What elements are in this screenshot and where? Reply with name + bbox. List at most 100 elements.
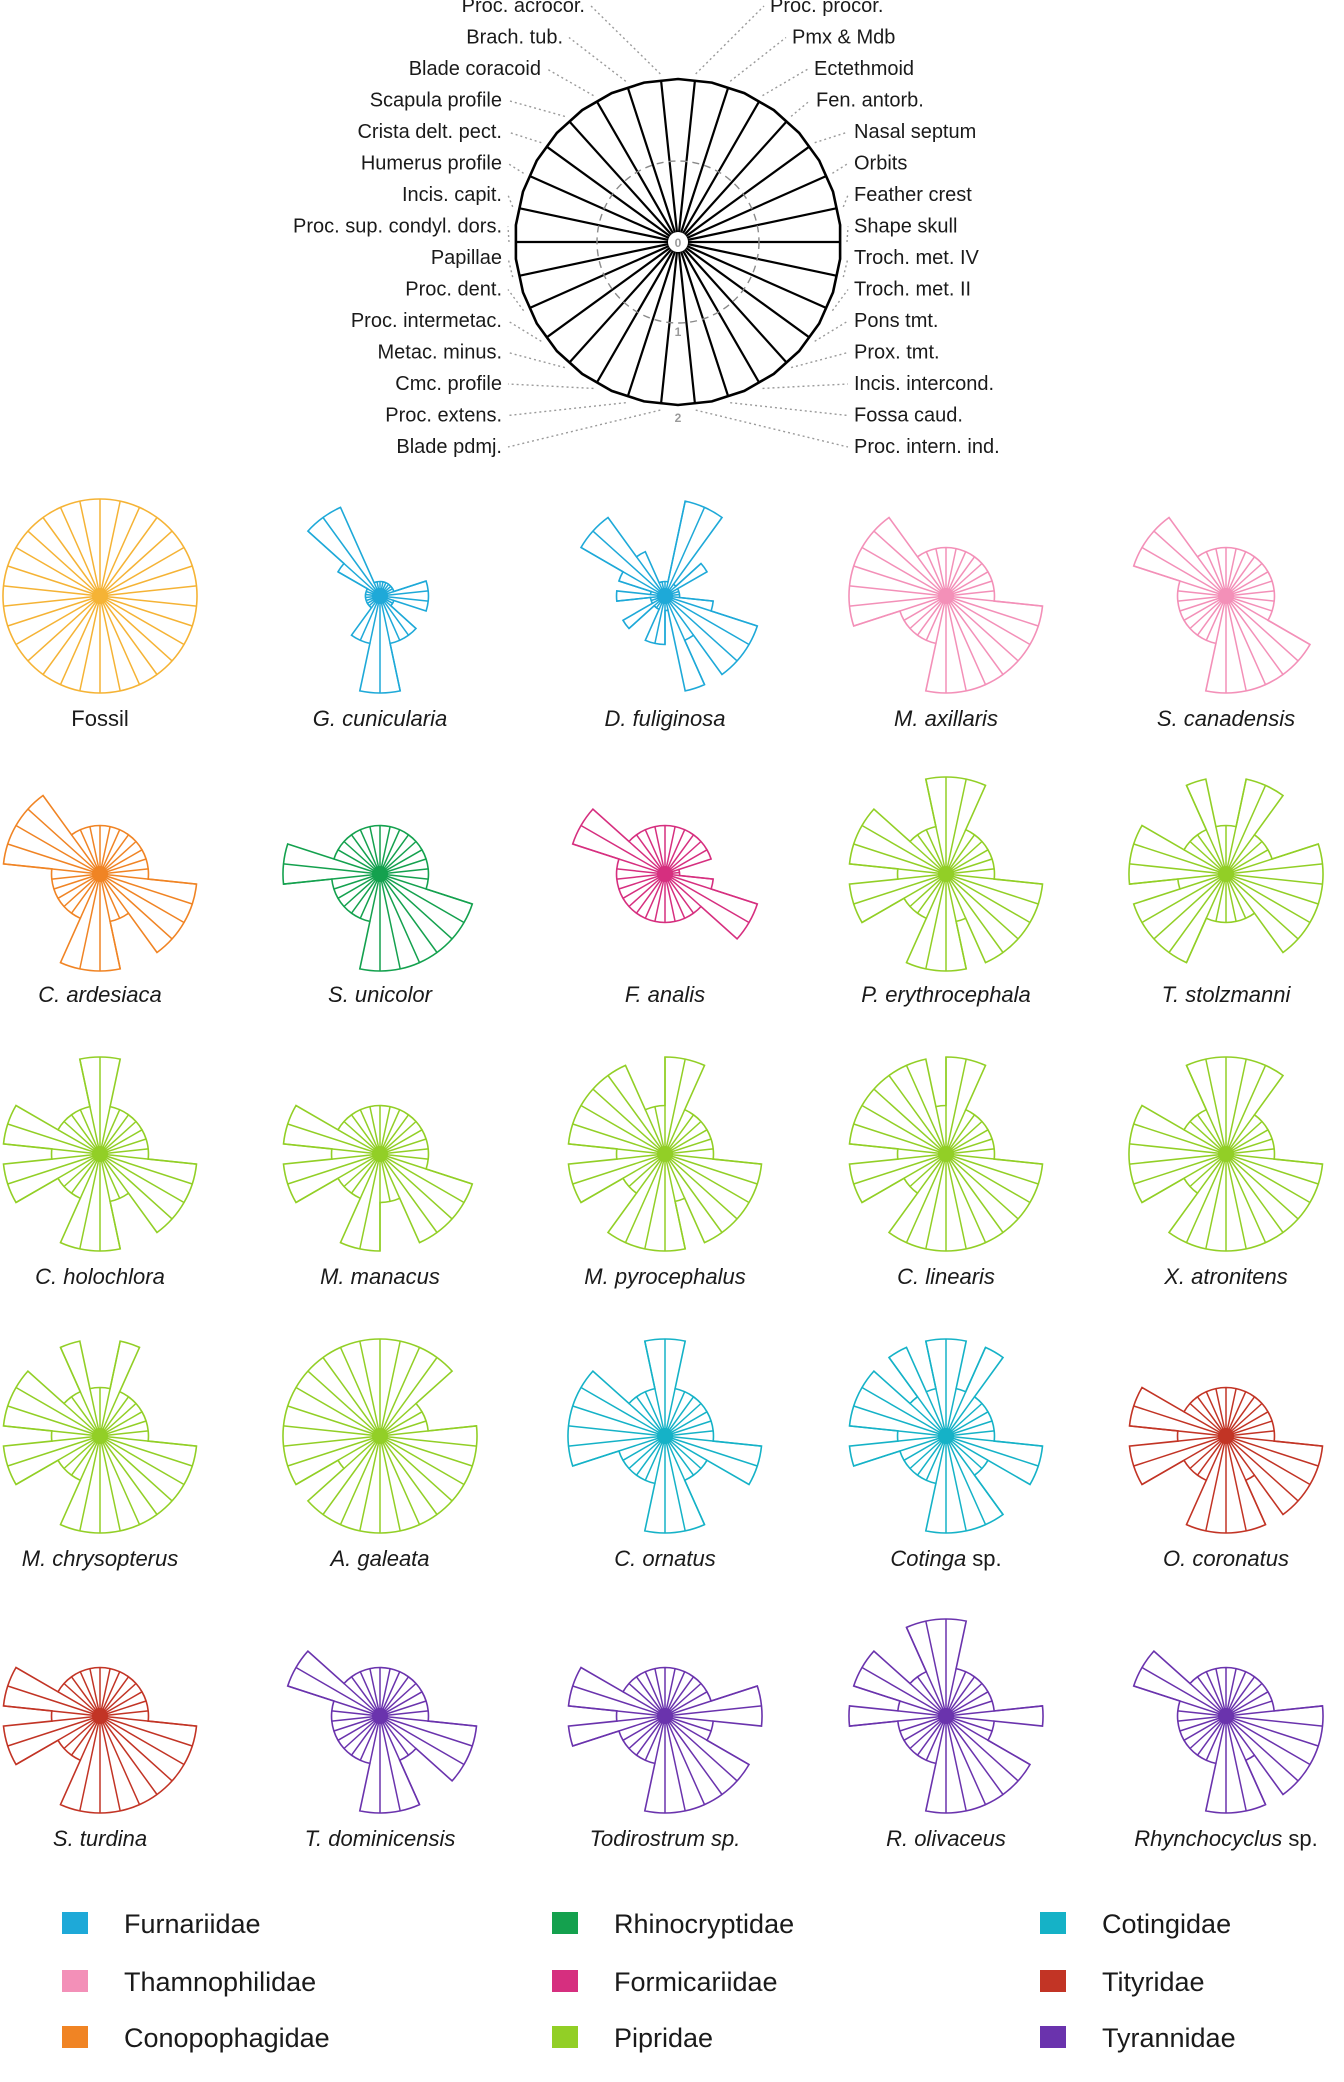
species-spoke: [1225, 1715, 1299, 1782]
species-spoke: [644, 1671, 666, 1717]
species-spoke: [1225, 595, 1284, 675]
species-spoke: [99, 1153, 185, 1204]
species-spoke: [916, 1153, 947, 1194]
species-radar: S. unicolor: [282, 824, 474, 1007]
axis-leader-line: [507, 351, 566, 369]
species-center-dot: [92, 866, 108, 882]
species-radar: M. manacus: [282, 1104, 474, 1289]
species-spoke: [945, 595, 1019, 662]
species-spoke: [664, 1153, 738, 1220]
species-genus: M. manacus: [320, 1264, 440, 1289]
family-legend: Furnariidae Thamnophilidae Conopophagidae R…: [62, 1909, 1236, 2053]
species-spoke: [1179, 873, 1227, 890]
species-spoke: [7, 1715, 101, 1747]
species-spoke: [888, 1075, 947, 1155]
species-spoke: [89, 1388, 101, 1437]
species-label: Todirostrum sp.: [590, 1826, 741, 1851]
species-spoke: [379, 858, 427, 875]
reference-spoke: [545, 241, 679, 339]
axis-label: Troch. met. II: [854, 279, 971, 301]
species-spoke: [379, 1715, 410, 1756]
species-spoke: [1225, 1420, 1273, 1437]
species-spoke: [664, 1420, 712, 1437]
axis-leader-line: [507, 402, 626, 417]
species-genus: M. chrysopterus: [22, 1546, 179, 1571]
species-spoke: [925, 1620, 947, 1717]
species-spoke: [945, 548, 957, 597]
species-spoke: [635, 1396, 666, 1437]
species-spoke: [99, 530, 173, 597]
species-spoke: [70, 1435, 101, 1476]
species-spoke: [369, 1106, 381, 1155]
species-spoke: [945, 1715, 993, 1732]
species-spoke: [1196, 595, 1227, 636]
species-spoke: [99, 1676, 130, 1717]
species-radar: R. olivaceus: [848, 1618, 1044, 1851]
species-center-dot: [1218, 1708, 1234, 1724]
species-spoke: [287, 1123, 381, 1155]
species-spoke: [1225, 873, 1299, 940]
species-spoke: [622, 1715, 666, 1741]
species-center-dot: [1218, 588, 1234, 604]
species-spoke: [379, 1153, 465, 1204]
species-spoke: [99, 1396, 130, 1437]
species-spoke: [897, 1153, 947, 1160]
species-spoke: [664, 1153, 686, 1199]
species-spoke: [1225, 1153, 1299, 1220]
species-spoke: [379, 826, 391, 875]
species-spoke: [945, 1420, 993, 1437]
species-spoke: [580, 1104, 666, 1155]
species-center-dot: [938, 588, 954, 604]
legend-label: Cotingidae: [1102, 1909, 1231, 1939]
species-genus: C. linearis: [897, 1264, 995, 1289]
species-spoke: [664, 873, 686, 919]
species-outline: [1132, 516, 1312, 694]
species-spoke: [945, 1109, 967, 1155]
species-spoke: [295, 1666, 381, 1717]
species-outline: [2, 1056, 198, 1252]
species-spoke: [945, 1138, 993, 1155]
reference-spoke: [677, 120, 788, 243]
species-spoke: [287, 1153, 381, 1185]
species-outline: [2, 1340, 198, 1534]
species-spoke: [379, 1109, 401, 1155]
species-genus: S. unicolor: [328, 982, 434, 1007]
species-spoke: [873, 1088, 947, 1155]
species-outline: [286, 1649, 478, 1814]
species-spoke: [664, 1715, 686, 1812]
species-spoke: [379, 1153, 401, 1199]
species-spoke: [1189, 1435, 1227, 1470]
species-spoke: [1225, 873, 1311, 924]
reference-spoke: [677, 241, 788, 364]
species-label: M. manacus: [320, 1264, 440, 1289]
species-spoke: [1185, 1153, 1227, 1243]
species-spoke: [379, 873, 429, 880]
species-label: C. ornatus: [614, 1546, 716, 1571]
species-spoke: [99, 1120, 137, 1155]
species-spoke: [70, 834, 101, 875]
species-spoke: [945, 1715, 987, 1805]
species-spoke: [945, 858, 993, 875]
species-spoke: [664, 1153, 750, 1204]
species-spoke: [1129, 1143, 1227, 1155]
species-genus: P. erythrocephala: [861, 982, 1031, 1007]
species-spoke: [7, 1123, 101, 1155]
species-spoke: [622, 873, 666, 899]
species-spoke: [295, 1386, 381, 1437]
axis-leader-line: [507, 162, 524, 174]
species-spoke: [339, 1347, 381, 1437]
species-spoke: [1225, 1682, 1263, 1717]
species-spoke: [1225, 1396, 1256, 1437]
species-spoke: [916, 1715, 947, 1756]
reference-spoke: [568, 120, 679, 243]
species-spoke: [664, 1668, 676, 1717]
species-spoke: [925, 1435, 947, 1481]
species-spoke: [99, 546, 185, 597]
species-spoke: [945, 1148, 995, 1155]
species-radar: S. canadensis: [1132, 516, 1312, 731]
species-spoke: [1225, 873, 1256, 914]
species-spoke: [7, 843, 101, 875]
species-spoke: [1225, 863, 1323, 875]
species-spoke: [350, 834, 381, 875]
species-spoke: [1225, 595, 1267, 685]
